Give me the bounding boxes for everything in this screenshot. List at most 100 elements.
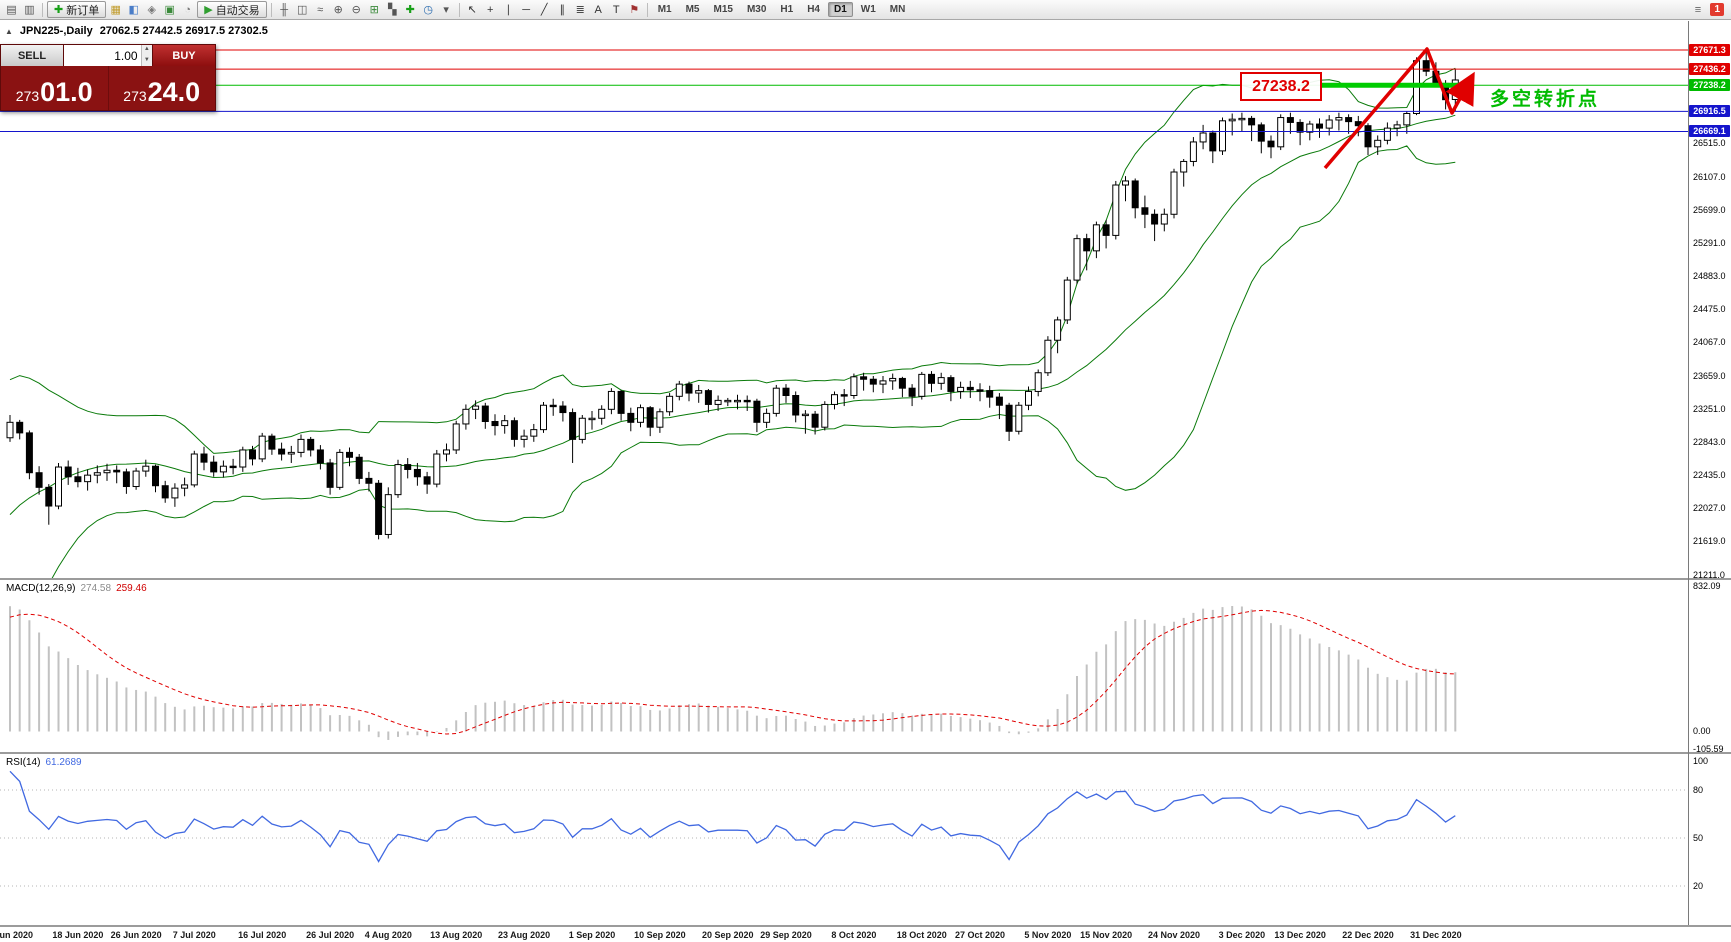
date-axis-label: 13 Dec 2020 bbox=[1274, 930, 1326, 940]
zoom-in-icon[interactable]: ⊕ bbox=[333, 4, 343, 16]
buy-price-big: 24.0 bbox=[147, 77, 201, 107]
autotrade-icon: ▶ bbox=[204, 4, 213, 16]
macd-indicator-label: MACD(12,26,9) 274.58 259.46 bbox=[6, 583, 147, 594]
chart-window-menu-icon[interactable]: ▲ bbox=[5, 26, 13, 36]
data-window-icon[interactable]: ◧ bbox=[128, 4, 139, 16]
new-order-label: 新订单 bbox=[66, 4, 100, 17]
date-axis-label: 1 Sep 2020 bbox=[568, 930, 616, 940]
menu-icon[interactable]: ≡ bbox=[1694, 3, 1702, 16]
date-axis-label: 18 Oct 2020 bbox=[896, 930, 947, 940]
price-path-arrow[interactable] bbox=[1323, 47, 1475, 170]
price-level-tag: 26669.1 bbox=[1689, 125, 1730, 138]
toolbar-separator bbox=[458, 2, 460, 17]
price-scale-label: 25291.0 bbox=[1693, 237, 1726, 248]
date-axis-label: 15 Nov 2020 bbox=[1080, 930, 1133, 940]
volume-input[interactable] bbox=[64, 45, 141, 66]
price-level-tag: 26916.5 bbox=[1689, 105, 1730, 118]
trendline-icon[interactable]: ╱ bbox=[540, 4, 548, 16]
timeframe-w1[interactable]: W1 bbox=[860, 4, 876, 15]
sell-price-prefix: 273 bbox=[15, 88, 40, 104]
price-scale-label: 25699.0 bbox=[1693, 204, 1726, 215]
stepper-down-icon[interactable]: ▼ bbox=[141, 55, 152, 66]
sell-price-button[interactable]: 273 01.0 bbox=[1, 66, 109, 110]
rsi-scale-label: 80 bbox=[1693, 784, 1704, 795]
date-axis-label: 26 Jun 2020 bbox=[110, 930, 162, 940]
text-label-icon[interactable]: T bbox=[612, 3, 620, 16]
macd-scale-label: -105.59 bbox=[1693, 744, 1724, 755]
templates-icon[interactable]: ▾ bbox=[443, 4, 449, 16]
tile-windows-icon[interactable]: ⊞ bbox=[369, 4, 379, 16]
bar-chart-icon[interactable]: ╫ bbox=[280, 3, 289, 16]
price-scale-label: 26515.0 bbox=[1693, 138, 1726, 149]
arrows-icon[interactable]: ⚑ bbox=[629, 4, 640, 16]
timeframe-mn[interactable]: MN bbox=[889, 4, 906, 15]
candlestick-chart-icon[interactable]: ◫ bbox=[296, 4, 308, 16]
new-order-button[interactable]: ✚ 新订单 bbox=[47, 1, 107, 18]
volume-field-wrap: ▲▼ bbox=[64, 45, 152, 66]
price-scale-label: 24883.0 bbox=[1693, 271, 1726, 282]
price-scale-label: 21619.0 bbox=[1693, 536, 1726, 547]
horizontal-line-icon[interactable]: ─ bbox=[522, 3, 531, 16]
timeframe-h1[interactable]: H1 bbox=[780, 4, 794, 15]
stepper-up-icon[interactable]: ▲ bbox=[141, 45, 152, 56]
sell-mode-button[interactable]: SELL bbox=[1, 45, 64, 66]
pivot-annotation-text[interactable]: 多空转折点 bbox=[1490, 89, 1601, 110]
toolbar-separator bbox=[646, 2, 648, 17]
equidistant-channel-icon[interactable]: ∥ bbox=[559, 4, 565, 16]
price-level-tag: 27436.2 bbox=[1689, 63, 1730, 76]
navigator-icon[interactable]: ◈ bbox=[147, 4, 156, 16]
annotations-layer bbox=[1322, 47, 1475, 170]
vertical-line-icon[interactable]: ∣ bbox=[505, 4, 511, 16]
plus-icon: ✚ bbox=[54, 4, 64, 16]
rsi-scale-label: 20 bbox=[1693, 880, 1704, 891]
line-chart-icon[interactable]: ≈ bbox=[317, 3, 324, 16]
price-scale-label: 22027.0 bbox=[1693, 503, 1726, 514]
timeframe-h4[interactable]: H4 bbox=[807, 4, 820, 15]
terminal-icon[interactable]: ▣ bbox=[164, 4, 175, 16]
auto-arrange-icon[interactable]: ▚ bbox=[387, 4, 397, 16]
price-callout-box[interactable]: 27238.2 bbox=[1240, 72, 1322, 101]
periods-icon[interactable]: ◷ bbox=[423, 4, 433, 16]
rsi-scale-label: 50 bbox=[1693, 832, 1704, 843]
crosshair-icon[interactable]: + bbox=[486, 3, 494, 16]
strategy-tester-icon[interactable]: ◔ bbox=[184, 3, 192, 16]
autotrade-button[interactable]: ▶ 自动交易 bbox=[197, 1, 267, 18]
chart-profiles-icon[interactable]: ▥ bbox=[24, 4, 35, 16]
chart-symbol-period: JPN225-,Daily bbox=[19, 25, 93, 37]
rsi-indicator-label: RSI(14) 61.2689 bbox=[6, 757, 82, 768]
toolbar-separator bbox=[270, 2, 272, 17]
macd-scale-label: 0.00 bbox=[1693, 726, 1711, 736]
date-axis-label: 13 Aug 2020 bbox=[430, 930, 483, 940]
macd-plot bbox=[9, 606, 1457, 740]
cursor-icon[interactable]: ↖ bbox=[467, 4, 477, 16]
timeframe-m1[interactable]: M1 bbox=[657, 4, 672, 15]
notification-badge[interactable]: 1 bbox=[1710, 3, 1724, 16]
price-scale-label: 23251.0 bbox=[1693, 403, 1726, 414]
buy-price-button[interactable]: 273 24.0 bbox=[109, 66, 216, 110]
macd-main-value: 274.58 bbox=[80, 583, 112, 594]
price-scale-label: 26107.0 bbox=[1693, 171, 1726, 182]
price-scale-label: 22435.0 bbox=[1693, 470, 1726, 481]
indicators-icon[interactable]: ✚ bbox=[405, 4, 415, 16]
sell-price-big: 01.0 bbox=[40, 77, 93, 107]
timeframe-d1[interactable]: D1 bbox=[828, 2, 853, 17]
timeframe-m5[interactable]: M5 bbox=[685, 4, 700, 15]
date-axis-label: 23 Aug 2020 bbox=[497, 930, 551, 940]
new-chart-icon[interactable]: ▤ bbox=[6, 4, 17, 16]
timeframe-m15[interactable]: M15 bbox=[713, 4, 733, 15]
market-watch-icon[interactable]: ▦ bbox=[110, 4, 121, 16]
timeframe-m30[interactable]: M30 bbox=[746, 4, 767, 15]
price-scale-label: 22843.0 bbox=[1693, 436, 1726, 447]
text-icon[interactable]: A bbox=[594, 3, 602, 16]
buy-mode-button[interactable]: BUY bbox=[152, 45, 215, 66]
macd-scale-label: 832.09 bbox=[1693, 580, 1721, 591]
price-level-tag: 27238.2 bbox=[1689, 79, 1730, 92]
rsi-plot bbox=[0, 770, 1688, 887]
zoom-out-icon[interactable]: ⊖ bbox=[351, 4, 361, 16]
volume-stepper[interactable]: ▲ ▼ bbox=[140, 45, 152, 66]
date-axis-label: 4 Aug 2020 bbox=[364, 930, 412, 940]
fibonacci-icon[interactable]: ≣ bbox=[575, 4, 585, 16]
date-axis-label: 22 Dec 2020 bbox=[1342, 930, 1394, 940]
